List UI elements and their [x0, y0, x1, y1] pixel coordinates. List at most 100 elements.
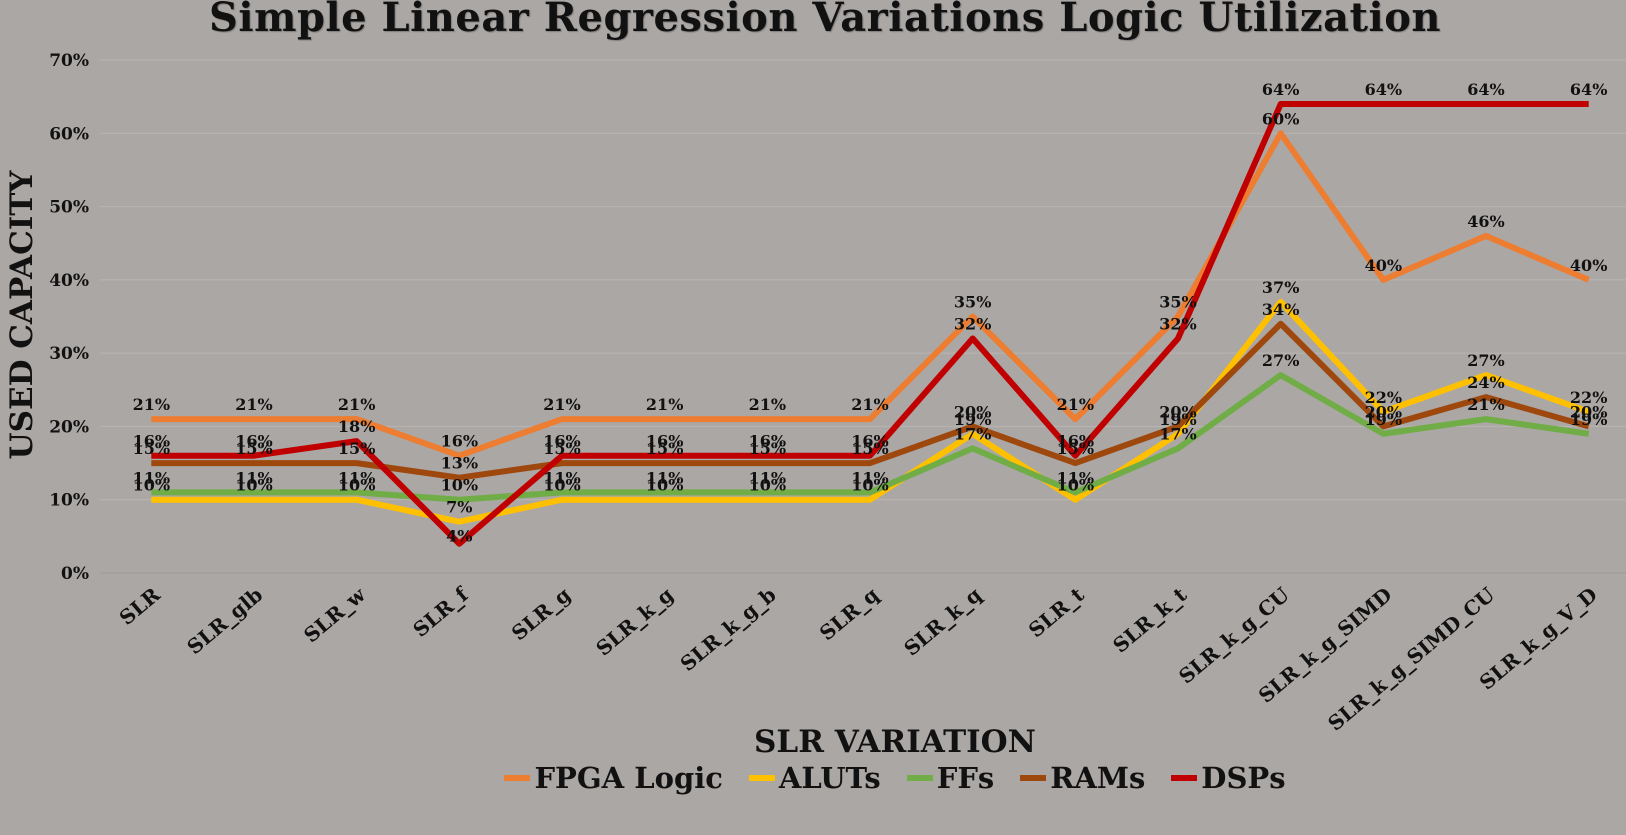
legend-item: ALUTs	[748, 761, 881, 795]
series-lines	[151, 101, 1590, 547]
x-tick-label: SLR_k_g_SIMD_CU	[1323, 582, 1499, 735]
data-label: 17%	[1159, 424, 1196, 443]
y-tick-label: 40%	[49, 271, 89, 291]
x-tick-label: SLR_t	[1024, 582, 1089, 642]
data-label: 21%	[851, 395, 888, 414]
y-tick-label: 60%	[49, 124, 89, 144]
chart-title: Simple Linear Regression Variations Logi…	[209, 0, 1441, 41]
legend-swatch	[504, 775, 531, 781]
data-label: 19%	[954, 410, 991, 429]
series-line-ffs	[151, 372, 1590, 503]
data-label: 11%	[749, 468, 786, 487]
data-label: 32%	[954, 314, 991, 333]
data-label: 11%	[851, 468, 888, 487]
y-tick-label: 10%	[49, 491, 89, 511]
data-label: 11%	[543, 468, 580, 487]
data-label: 34%	[1262, 300, 1299, 319]
data-label: 35%	[1159, 293, 1196, 312]
data-label: 64%	[1467, 80, 1504, 99]
data-label: 10%	[646, 476, 683, 495]
data-label: 16%	[851, 432, 888, 451]
data-label: 27%	[1262, 351, 1299, 370]
data-label: 16%	[1057, 432, 1094, 451]
series-line-aluts	[151, 298, 1590, 525]
x-tick-label: SLR_f	[408, 582, 473, 642]
legend-item: FFs	[906, 761, 995, 795]
data-label: 64%	[1570, 80, 1607, 99]
legend-label: RAMs	[1050, 761, 1146, 795]
data-label: 11%	[338, 468, 375, 487]
data-label: 15%	[235, 439, 272, 458]
data-labels: 21% 21% 21% 16% 21% 21% 21% 21% 35% 21% 35% 60% 40% 4…	[133, 80, 1608, 546]
data-label: 20%	[1570, 402, 1607, 421]
data-label: 22%	[1570, 388, 1607, 407]
data-label: 21%	[646, 395, 683, 414]
data-label: 10%	[749, 476, 786, 495]
x-tick-label: SLR_k_g	[591, 582, 678, 660]
data-label: 16%	[133, 432, 170, 451]
legend-label: FFs	[936, 761, 995, 795]
x-axis-label: SLR VARIATION	[754, 724, 1036, 760]
data-label: 35%	[954, 293, 991, 312]
legend: FPGA Logic ALUTs FFs RAMs DSPs	[0, 761, 1626, 795]
data-label: 13%	[441, 454, 478, 473]
legend-item: RAMs	[1020, 761, 1145, 795]
y-tick-labels: 0% 10% 20% 30% 40% 50% 60% 70%	[49, 51, 89, 584]
y-tick-label: 50%	[49, 198, 89, 218]
data-label: 22%	[1365, 388, 1402, 407]
data-label: 10%	[851, 476, 888, 495]
data-label: 27%	[1467, 351, 1504, 370]
data-label: 40%	[1570, 256, 1607, 275]
data-label: 18%	[338, 417, 375, 436]
series-line-fpga-logic	[151, 130, 1590, 459]
data-label: 20%	[954, 402, 991, 421]
x-tick-label: SLR_k_t	[1108, 582, 1192, 658]
y-tick-label: 20%	[49, 417, 89, 437]
data-label: 60%	[1262, 109, 1299, 128]
data-label: 19%	[1570, 410, 1607, 429]
data-label: 19%	[1365, 410, 1402, 429]
data-label: 37%	[1262, 278, 1299, 297]
data-label: 15%	[133, 439, 170, 458]
data-label: 10%	[441, 476, 478, 495]
legend-item: DSPs	[1171, 761, 1286, 795]
x-tick-label: SLR_q	[815, 582, 883, 645]
data-label: 15%	[851, 439, 888, 458]
data-label: 15%	[338, 439, 375, 458]
legend-label: ALUTs	[778, 761, 881, 795]
series-line-dsps	[151, 101, 1589, 547]
data-label: 16%	[235, 432, 272, 451]
legend-label: DSPs	[1201, 761, 1286, 795]
data-label: 20%	[1159, 402, 1196, 421]
x-tick-label: SLR_k_g_b	[676, 582, 781, 676]
y-tick-label: 0%	[61, 564, 89, 584]
data-label: 15%	[646, 439, 683, 458]
data-label: 21%	[235, 395, 272, 414]
x-tick-label: SLR_glb	[182, 582, 267, 659]
x-tick-label: SLR	[115, 582, 165, 630]
data-label: 24%	[1467, 373, 1504, 392]
data-label: 11%	[133, 468, 170, 487]
data-label: 21%	[543, 395, 580, 414]
data-label: 21%	[133, 395, 170, 414]
x-tick-labels: SLR SLR_glb SLR_w SLR_f SLR_g SLR_k_gSLR_k_g_…	[115, 582, 1602, 736]
data-label: 10%	[338, 476, 375, 495]
data-label: 11%	[235, 468, 272, 487]
x-tick-label: SLR_k_q	[899, 582, 986, 660]
legend-label: FPGA Logic	[534, 761, 723, 795]
data-label: 16%	[646, 432, 683, 451]
data-label: 15%	[1057, 439, 1094, 458]
gridlines	[100, 59, 1626, 574]
x-tick-label: SLR_w	[299, 582, 370, 647]
data-label: 64%	[1262, 80, 1299, 99]
data-label: 11%	[646, 468, 683, 487]
data-label: 21%	[1057, 395, 1094, 414]
data-label: 17%	[954, 424, 991, 443]
data-label: 20%	[1365, 402, 1402, 421]
series-line-rams	[151, 320, 1590, 481]
data-label: 40%	[1365, 256, 1402, 275]
data-label: 32%	[1159, 314, 1196, 333]
data-label: 16%	[543, 432, 580, 451]
data-label: 21%	[1467, 395, 1504, 414]
